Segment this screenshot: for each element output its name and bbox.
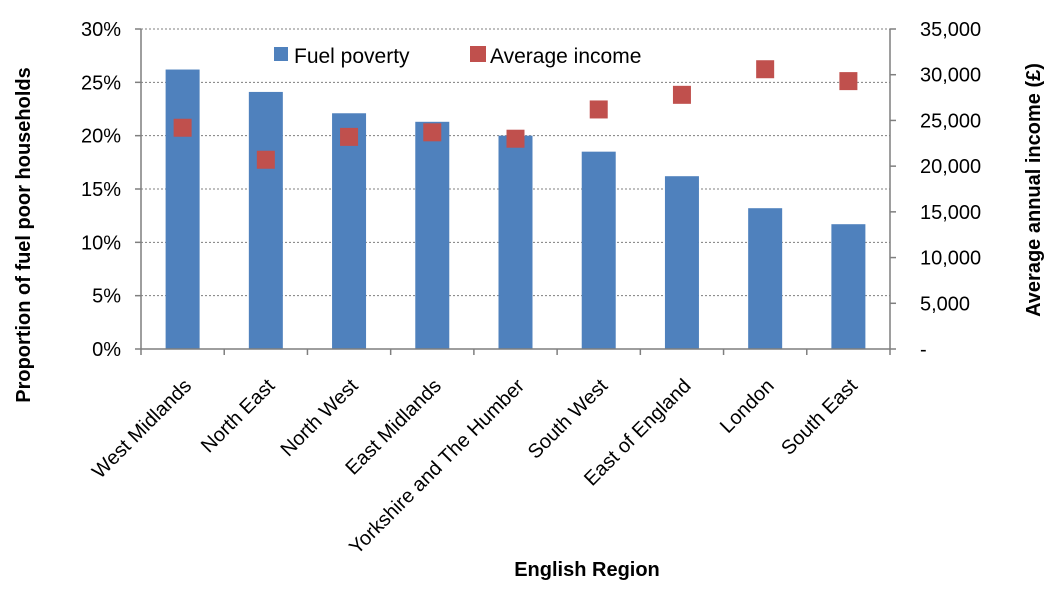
bar (831, 224, 865, 349)
bar-series-fuel-poverty (166, 70, 866, 349)
y-tick-label: 20% (81, 126, 121, 148)
bar (249, 92, 283, 349)
marker (507, 130, 525, 148)
marker (590, 100, 608, 118)
y2-tick-label: 35,000 (920, 19, 981, 41)
y-tick-label: 30% (81, 19, 121, 41)
y-tick-label: 5% (92, 286, 121, 308)
legend-label-average-income: Average income (490, 45, 641, 68)
marker (174, 119, 192, 137)
marker (673, 86, 691, 104)
left-axis-tick-labels: 0% 5% 10% 15% 20% 25% 30% (81, 19, 121, 361)
legend-swatch-fuel-poverty (274, 47, 288, 61)
y2-tick-label: 20,000 (920, 156, 981, 178)
y-tick-label: 25% (81, 72, 121, 94)
y-tick-label: 15% (81, 179, 121, 201)
bar (415, 122, 449, 349)
x-axis-title: English Region (514, 559, 660, 581)
bar (166, 70, 200, 349)
y-tick-label: 0% (92, 339, 121, 361)
x-tick-label: North East (197, 375, 280, 458)
x-tick-label: West Midlands (88, 375, 196, 483)
marker (756, 60, 774, 78)
x-tick-label: South West (524, 375, 613, 464)
y-tick-label: 10% (81, 232, 121, 254)
y2-axis-title: Average annual income (£) (1023, 63, 1045, 317)
marker (423, 123, 441, 141)
legend: Fuel poverty Average income (274, 45, 641, 68)
x-tick-label: London (716, 375, 779, 438)
bar (499, 136, 533, 349)
marker (257, 151, 275, 169)
legend-label-fuel-poverty: Fuel poverty (294, 45, 410, 68)
y2-tick-label: 15,000 (920, 202, 981, 224)
y2-tick-label: - (920, 339, 927, 361)
y-axis-title: Proportion of fuel poor households (13, 67, 35, 403)
marker (340, 128, 358, 146)
y2-tick-label: 5,000 (920, 293, 970, 315)
y2-tick-label: 30,000 (920, 65, 981, 87)
y2-tick-label: 25,000 (920, 110, 981, 132)
bar (748, 208, 782, 349)
x-tick-label: Yorkshire and The Humber (345, 375, 529, 559)
marker (839, 72, 857, 90)
legend-swatch-average-income (470, 46, 486, 62)
bar (582, 152, 616, 349)
right-axis-tick-labels: - 5,000 10,000 15,000 20,000 25,000 30,000 35,0… (920, 19, 981, 361)
x-tick-label: South East (777, 375, 862, 460)
bar (665, 176, 699, 349)
bar (332, 113, 366, 349)
x-tick-label: North West (277, 375, 363, 461)
y2-tick-label: 10,000 (920, 248, 981, 270)
